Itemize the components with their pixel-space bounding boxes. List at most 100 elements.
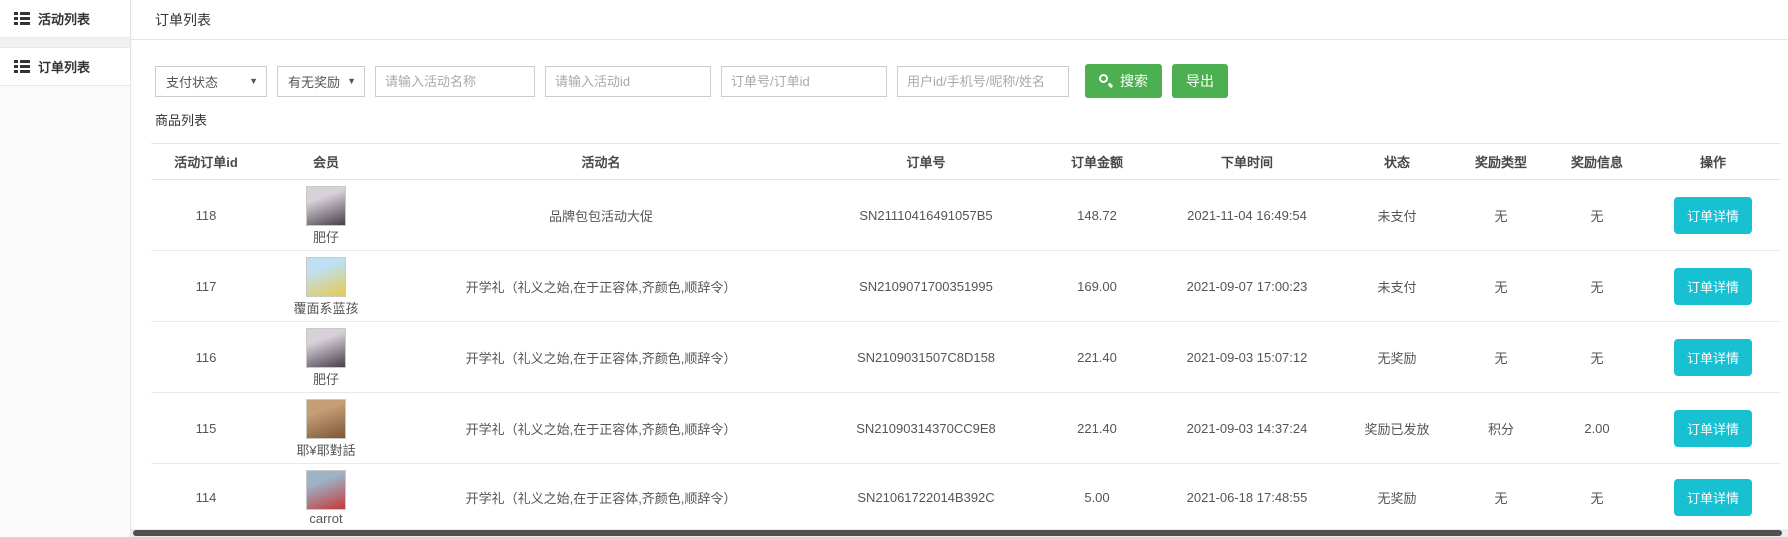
col-activity-name: 活动名	[391, 143, 811, 180]
member-cell: 覆面系蓝孩	[261, 250, 391, 322]
sidebar-divider	[0, 38, 130, 48]
filter-bar: 支付状态 ▼ 有无奖励 ▼ 搜索 导出	[131, 40, 1788, 98]
activity-id-input[interactable]	[545, 65, 711, 97]
order-time: 2021-09-07 17:00:23	[1153, 250, 1341, 322]
order-detail-button[interactable]: 订单详情	[1673, 267, 1752, 305]
order-table-body: 118 肥仔 品牌包包活动大促 SN21110416491057B5 148.7…	[151, 179, 1781, 531]
order-status: 未支付	[1341, 179, 1453, 251]
search-icon	[1099, 74, 1113, 89]
member-cell: 肥仔	[261, 321, 391, 393]
export-button[interactable]: 导出	[1172, 64, 1228, 98]
order-no-input[interactable]	[721, 65, 887, 97]
sidebar-item-label: 活动列表	[38, 12, 91, 27]
chevron-down-icon: ▼	[249, 76, 258, 86]
order-detail-button[interactable]: 订单详情	[1673, 196, 1752, 234]
order-no: SN2109071700351995	[811, 250, 1041, 322]
goods-list-label: 商品列表	[155, 113, 208, 128]
member-cell: carrot	[261, 463, 391, 531]
order-amount: 221.40	[1041, 321, 1153, 393]
order-amount: 5.00	[1041, 463, 1153, 531]
activity-order-id: 116	[151, 321, 261, 393]
reward-type: 无	[1453, 463, 1549, 531]
activity-name: 开学礼（礼义之始,在于正容体,齐颜色,顺辞令）	[391, 321, 811, 393]
sidebar-item-activity-list[interactable]: 活动列表	[0, 0, 130, 38]
search-button[interactable]: 搜索	[1085, 64, 1162, 98]
activity-order-id: 118	[151, 179, 261, 251]
order-detail-button[interactable]: 订单详情	[1673, 409, 1752, 447]
member-name: carrot	[309, 511, 343, 526]
chevron-down-icon: ▼	[347, 76, 356, 86]
table-row: 117 覆面系蓝孩 开学礼（礼义之始,在于正容体,齐颜色,顺辞令） SN2109…	[151, 250, 1781, 322]
activity-order-id: 117	[151, 250, 261, 322]
col-activity-order-id: 活动订单id	[151, 143, 261, 180]
order-time: 2021-11-04 16:49:54	[1153, 179, 1341, 251]
col-member: 会员	[261, 143, 391, 180]
member-name: 肥仔	[312, 372, 339, 387]
order-no: SN21061722014B392C	[811, 463, 1041, 531]
export-button-label: 导出	[1186, 73, 1214, 89]
reward-info: 2.00	[1549, 392, 1645, 464]
reward-type: 积分	[1453, 392, 1549, 464]
col-status: 状态	[1341, 143, 1453, 180]
activity-name: 开学礼（礼义之始,在于正容体,齐颜色,顺辞令）	[391, 463, 811, 531]
member-avatar	[306, 328, 346, 368]
table-header-row: 活动订单id 会员 活动名 订单号 订单金额 下单时间 状态 奖励类型 奖励信息…	[151, 143, 1781, 180]
order-time: 2021-09-03 15:07:12	[1153, 321, 1341, 393]
order-no: SN2109031507C8D158	[811, 321, 1041, 393]
activity-name: 品牌包包活动大促	[391, 179, 811, 251]
reward-type: 无	[1453, 321, 1549, 393]
horizontal-scrollbar-thumb[interactable]	[133, 530, 1782, 536]
reward-type: 无	[1453, 250, 1549, 322]
order-amount: 221.40	[1041, 392, 1153, 464]
col-reward-info: 奖励信息	[1549, 143, 1645, 180]
activity-order-id: 114	[151, 463, 261, 531]
sidebar: 活动列表 订单列表	[0, 0, 131, 537]
table-row: 118 肥仔 品牌包包活动大促 SN21110416491057B5 148.7…	[151, 179, 1781, 251]
payment-status-select-value: 支付状态	[166, 74, 219, 90]
member-name: 耶¥耶對話	[296, 443, 356, 458]
list-icon	[14, 12, 30, 25]
order-detail-button[interactable]: 订单详情	[1673, 478, 1752, 516]
member-name: 肥仔	[312, 230, 339, 245]
order-table-wrap: 活动订单id 会员 活动名 订单号 订单金额 下单时间 状态 奖励类型 奖励信息…	[151, 143, 1788, 531]
activity-name: 开学礼（礼义之始,在于正容体,齐颜色,顺辞令）	[391, 250, 811, 322]
order-detail-button[interactable]: 订单详情	[1673, 338, 1752, 376]
col-reward-type: 奖励类型	[1453, 143, 1549, 180]
main-content: 订单列表 支付状态 ▼ 有无奖励 ▼ 搜索 导出 商品列表	[131, 0, 1788, 537]
activity-order-id: 115	[151, 392, 261, 464]
page-title: 订单列表	[131, 0, 1788, 40]
col-amount: 订单金额	[1041, 143, 1153, 180]
reward-select[interactable]: 有无奖励 ▼	[277, 65, 365, 97]
order-amount: 169.00	[1041, 250, 1153, 322]
order-status: 未支付	[1341, 250, 1453, 322]
reward-type: 无	[1453, 179, 1549, 251]
col-order-time: 下单时间	[1153, 143, 1341, 180]
member-cell: 肥仔	[261, 179, 391, 251]
table-row: 116 肥仔 开学礼（礼义之始,在于正容体,齐颜色,顺辞令） SN2109031…	[151, 321, 1781, 393]
member-name: 覆面系蓝孩	[293, 301, 359, 316]
member-avatar	[306, 186, 346, 226]
table-row: 114 carrot 开学礼（礼义之始,在于正容体,齐颜色,顺辞令） SN210…	[151, 463, 1781, 531]
reward-info: 无	[1549, 463, 1645, 531]
reward-select-value: 有无奖励	[288, 74, 341, 90]
sidebar-item-order-list[interactable]: 订单列表	[0, 48, 130, 86]
order-amount: 148.72	[1041, 179, 1153, 251]
reward-info: 无	[1549, 321, 1645, 393]
order-no: SN21090314370CC9E8	[811, 392, 1041, 464]
col-actions: 操作	[1645, 143, 1781, 180]
member-cell: 耶¥耶對話	[261, 392, 391, 464]
order-time: 2021-06-18 17:48:55	[1153, 463, 1341, 531]
col-order-no: 订单号	[811, 143, 1041, 180]
payment-status-select[interactable]: 支付状态 ▼	[155, 65, 267, 97]
search-button-label: 搜索	[1120, 73, 1148, 89]
activity-name: 开学礼（礼义之始,在于正容体,齐颜色,顺辞令）	[391, 392, 811, 464]
reward-info: 无	[1549, 250, 1645, 322]
order-table: 活动订单id 会员 活动名 订单号 订单金额 下单时间 状态 奖励类型 奖励信息…	[151, 143, 1781, 531]
order-status: 无奖励	[1341, 321, 1453, 393]
activity-name-input[interactable]	[375, 65, 535, 97]
reward-info: 无	[1549, 179, 1645, 251]
order-status: 无奖励	[1341, 463, 1453, 531]
sidebar-item-label: 订单列表	[38, 60, 91, 75]
user-input[interactable]	[897, 65, 1069, 97]
horizontal-scrollbar[interactable]	[131, 529, 1788, 537]
